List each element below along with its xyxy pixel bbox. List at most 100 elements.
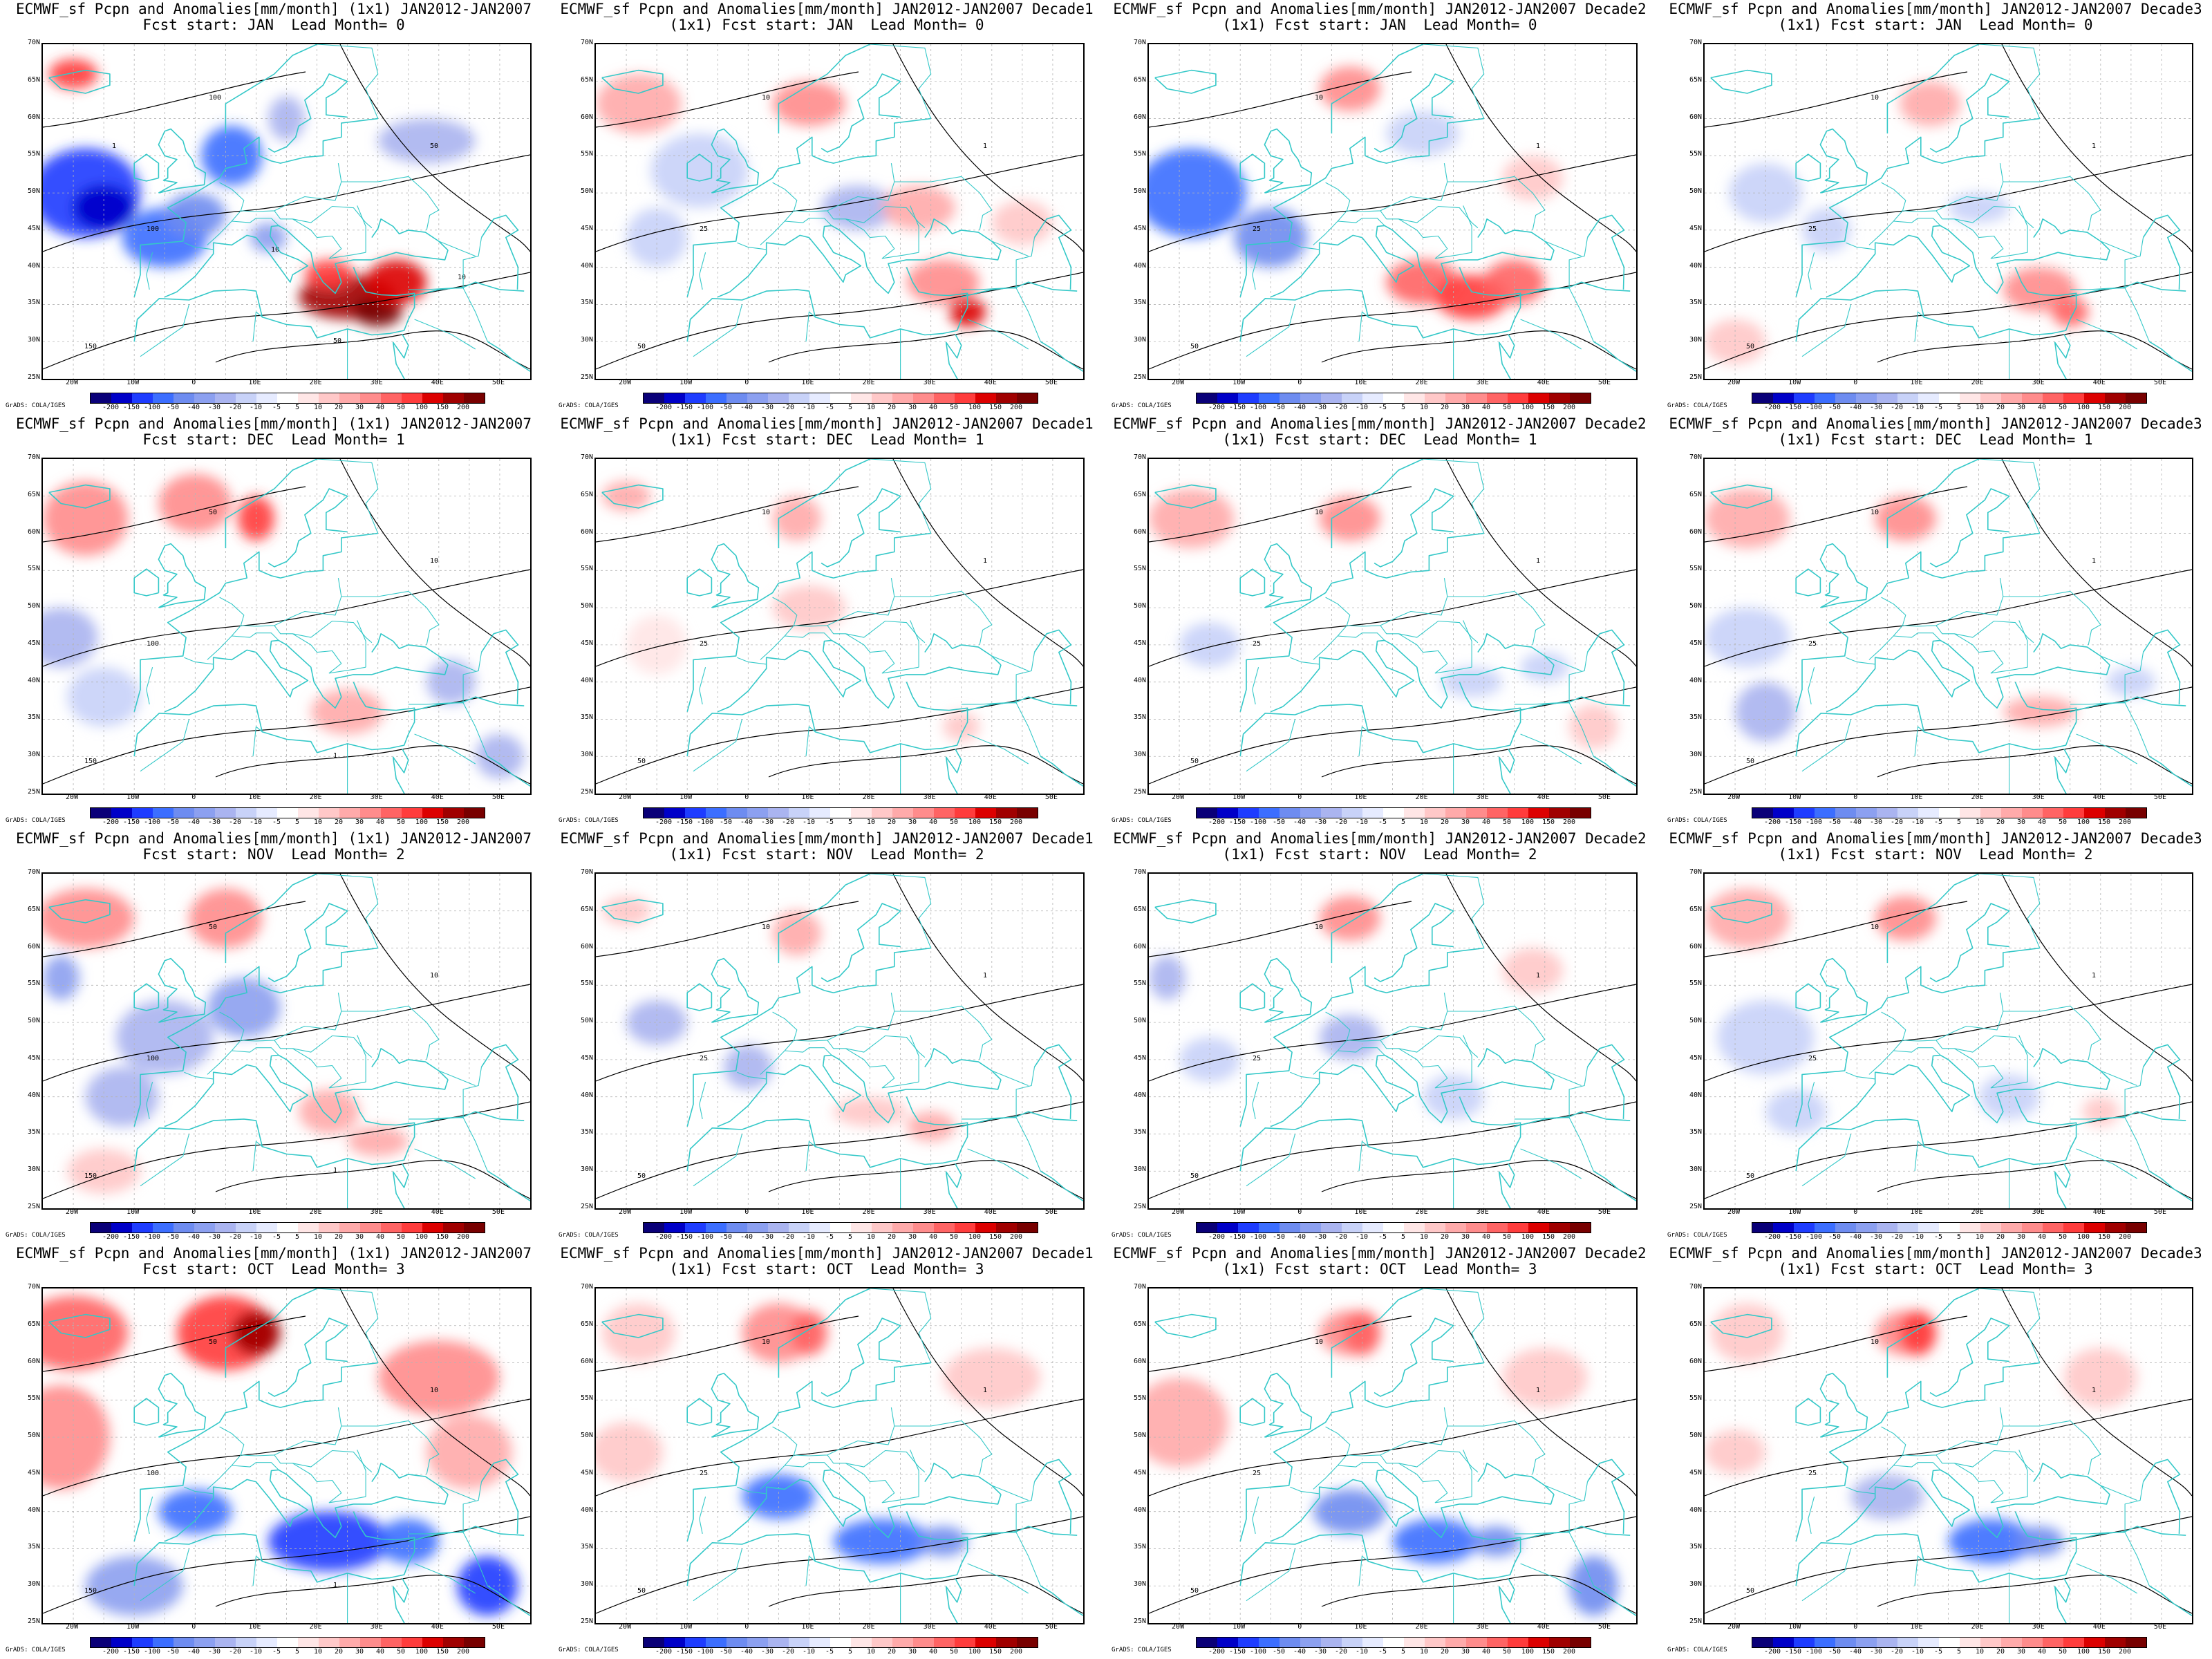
lat-tick-label: 40N xyxy=(1133,1506,1146,1514)
lon-tick-label: 50E xyxy=(1597,794,1611,801)
colorbar-swatch xyxy=(892,808,913,818)
contour-label: 50 xyxy=(637,758,646,765)
precip-contour xyxy=(1877,745,2192,785)
colorbar-label: -40 xyxy=(1293,818,1306,826)
coastline xyxy=(2142,1044,2181,1119)
coastline xyxy=(1795,947,2040,1127)
panel-title-line2: (1x1) Fcst start: JAN Lead Month= 0 xyxy=(1222,17,1537,33)
map-panel: ECMWF_sf Pcpn and Anomalies[mm/month] JA… xyxy=(553,415,1100,830)
coastline xyxy=(686,532,931,712)
colorbar-swatch xyxy=(685,808,706,818)
colorbar-label: -40 xyxy=(1848,1233,1862,1241)
lon-tick-label: 0 xyxy=(1297,794,1302,801)
lat-tick-label: 30N xyxy=(1133,1580,1146,1588)
colorbar-label: 5 xyxy=(1956,1648,1962,1656)
contour-label: 50 xyxy=(209,509,217,516)
contour-label: 10 xyxy=(430,557,438,565)
colorbar-label: -150 xyxy=(122,404,140,411)
colorbar-label: -10 xyxy=(802,1233,816,1241)
colorbar-label: 30 xyxy=(2016,818,2026,826)
panel-title: ECMWF_sf Pcpn and Anomalies[mm/month] JA… xyxy=(553,1,1100,33)
colorbar xyxy=(1196,393,1591,404)
colorbar-label: -20 xyxy=(1334,1648,1348,1656)
contour-label: 10 xyxy=(430,1387,438,1394)
colorbar-swatch xyxy=(1939,1638,1960,1647)
lat-tick-label: 60N xyxy=(27,527,40,536)
lon-tick-label: 10W xyxy=(679,1208,693,1216)
colorbar-swatch xyxy=(2001,1223,2022,1232)
colorbar-label: -10 xyxy=(1911,1648,1924,1656)
colorbar-label: 200 xyxy=(2118,818,2132,826)
precip-contour xyxy=(768,1575,1083,1614)
colorbar xyxy=(1752,807,2147,818)
country-border xyxy=(967,1563,1029,1594)
colorbar-label: 100 xyxy=(2077,818,2090,826)
colorbar-swatch xyxy=(1815,1223,1835,1232)
precip-contour xyxy=(596,1398,1083,1497)
country-border xyxy=(794,163,895,212)
country-border xyxy=(894,590,993,646)
coastline xyxy=(1270,1469,1555,1542)
colorbar-label: 50 xyxy=(396,818,406,826)
colorbar-swatch xyxy=(402,808,422,818)
coastline xyxy=(686,1362,931,1541)
coastline xyxy=(408,696,500,713)
coastline xyxy=(1586,1044,1625,1119)
colorbar-swatch xyxy=(1815,1638,1835,1647)
colorbar-swatch xyxy=(111,393,132,403)
colorbar-swatch xyxy=(1980,1638,2001,1647)
colorbar-label: 100 xyxy=(2077,1648,2090,1656)
map-panel: ECMWF_sf Pcpn and Anomalies[mm/month] JA… xyxy=(1662,1244,2209,1659)
colorbar-swatch xyxy=(91,808,111,818)
colorbar-label: -20 xyxy=(228,818,242,826)
colorbar-label: 100 xyxy=(415,1648,429,1656)
precip-contour xyxy=(43,71,306,128)
lat-tick-label: 35N xyxy=(27,713,40,722)
lat-tick-label: 70N xyxy=(580,868,593,876)
panel-title: ECMWF_sf Pcpn and Anomalies[mm/month] JA… xyxy=(1106,416,1653,448)
colorbar-label: 5 xyxy=(1400,818,1406,826)
colorbar-label: 20 xyxy=(1440,1233,1450,1241)
colorbar-swatch xyxy=(1259,393,1280,403)
colorbar-swatch xyxy=(913,1638,934,1647)
colorbar-label: -20 xyxy=(1890,818,1904,826)
colorbar-label: 50 xyxy=(949,404,959,411)
anomaly-area xyxy=(1319,1015,1380,1060)
coastline xyxy=(1154,69,1217,94)
coastline xyxy=(1239,532,1484,712)
precip-contour xyxy=(43,1315,306,1372)
lat-tick-label: 35N xyxy=(580,713,593,722)
country-border xyxy=(1808,667,1815,705)
lon-tick-label: 50E xyxy=(1044,1208,1058,1216)
country-border xyxy=(1914,726,1924,757)
precip-contour xyxy=(43,984,530,1082)
lon-tick-label: 40E xyxy=(1537,794,1550,801)
country-border xyxy=(2018,1035,2028,1082)
contour-label: 1 xyxy=(2092,1387,2096,1394)
colorbar-swatch xyxy=(1773,1223,1794,1232)
colorbar-label: 5 xyxy=(1956,1233,1962,1241)
lon-tick-label: 50E xyxy=(1044,379,1058,386)
lat-tick-label: 65N xyxy=(1689,905,1702,913)
country-border xyxy=(140,719,190,772)
coastline xyxy=(711,543,760,608)
lat-tick-label: 45N xyxy=(1133,639,1146,647)
country-border xyxy=(1914,1555,1924,1586)
country-border xyxy=(1978,459,2041,534)
lon-tick-label: 20E xyxy=(1971,379,1984,386)
colorbar-label: -100 xyxy=(696,1233,714,1241)
lat-tick-label: 70N xyxy=(27,453,40,461)
lon-tick-label: 50E xyxy=(1597,1623,1611,1631)
colorbar-label: 5 xyxy=(847,818,853,826)
coastline xyxy=(1826,1469,2110,1542)
coastline xyxy=(1826,1054,2110,1127)
colorbar-swatch xyxy=(1918,1638,1939,1647)
map-area: 50 25 10 1 xyxy=(1703,458,2193,795)
country-border xyxy=(2003,1005,2101,1060)
colorbar-swatch xyxy=(236,393,256,403)
colorbar-swatch xyxy=(1773,393,1794,403)
lon-tick-label: 50E xyxy=(2153,1208,2166,1216)
colorbar-label: 40 xyxy=(1481,818,1491,826)
coastline xyxy=(225,44,317,134)
colorbar-swatch xyxy=(1238,1223,1259,1232)
